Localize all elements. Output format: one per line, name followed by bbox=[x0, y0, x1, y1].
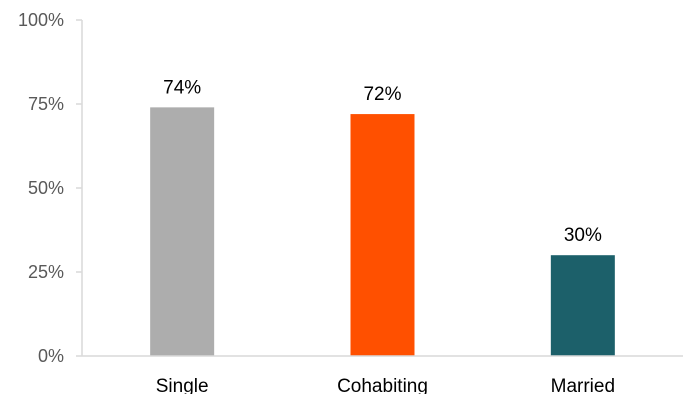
y-tick-label: 100% bbox=[18, 10, 64, 30]
bar-single bbox=[150, 107, 215, 356]
x-category-label: Single bbox=[156, 376, 209, 394]
data-label: 30% bbox=[564, 225, 602, 246]
data-label: 74% bbox=[163, 77, 201, 98]
y-tick-label: 75% bbox=[28, 94, 64, 114]
x-axis-category-labels: Single Cohabiting Married bbox=[156, 376, 615, 394]
bar-married bbox=[550, 255, 615, 356]
data-labels: 74% 72% 30% bbox=[163, 77, 602, 246]
bar-series bbox=[150, 107, 615, 356]
y-tick-label: 50% bbox=[28, 178, 64, 198]
bar-cohabiting bbox=[350, 114, 415, 356]
y-tick-label: 0% bbox=[38, 346, 64, 366]
x-category-label: Cohabiting bbox=[337, 376, 428, 394]
y-axis-ticks: 0% 25% 50% 75% 100% bbox=[18, 10, 82, 366]
x-category-label: Married bbox=[551, 376, 615, 394]
y-tick-label: 25% bbox=[28, 262, 64, 282]
data-label: 72% bbox=[363, 84, 401, 105]
